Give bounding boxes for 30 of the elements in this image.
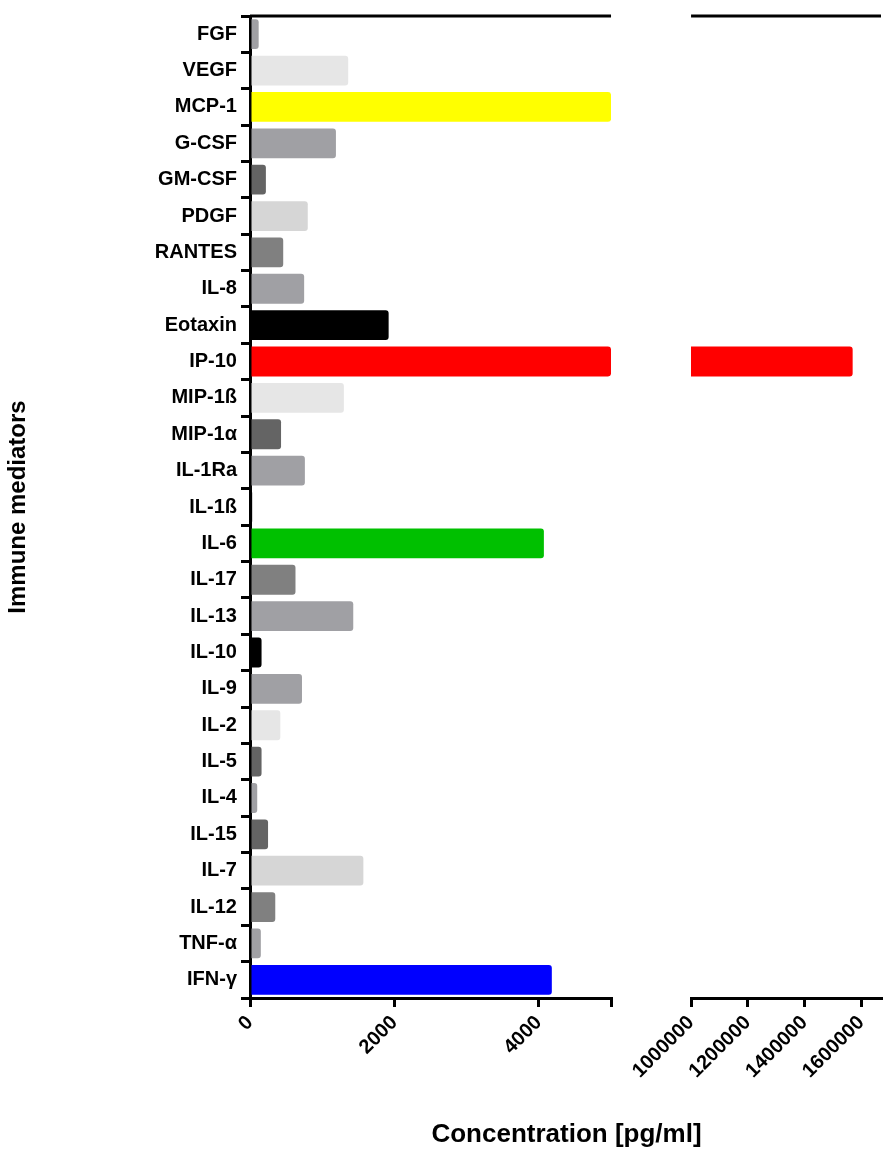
y-tick-label: IL-8: [201, 276, 237, 299]
y-tick-label: IL-4: [201, 785, 238, 808]
y-tick-label: IFN-γ: [187, 967, 238, 990]
y-tick-label: IL-7: [201, 858, 237, 881]
y-tick-label: G-CSF: [174, 130, 237, 153]
y-tick-label: MIP-1ß: [171, 385, 237, 408]
y-tick-label: IL-5: [201, 749, 237, 772]
y-tick-label: IL-12: [190, 894, 237, 917]
y-tick-label: VEGF: [182, 58, 237, 81]
y-tick-label: FGF: [197, 21, 237, 44]
x-tick-label: 0: [233, 1010, 257, 1035]
y-tick-label: IL-15: [190, 821, 237, 844]
y-tick-label: IL-6: [201, 530, 237, 553]
y-tick-label: MIP-1α: [171, 421, 238, 444]
y-tick-label: IP-10: [189, 349, 237, 372]
x-axis-title: Concentration [pg/ml]: [430, 1118, 703, 1149]
y-tick-label: IL-9: [201, 676, 237, 699]
y-tick-label: GM-CSF: [158, 167, 237, 190]
y-tick-label: TNF-α: [179, 930, 238, 953]
y-tick-label: MCP-1: [174, 94, 237, 117]
y-tick-label: IL-1Ra: [175, 458, 238, 481]
y-tick-label: IL-2: [201, 712, 237, 735]
y-axis-title: Immune mediators: [3, 400, 31, 614]
y-tick-label: Eotaxin: [164, 312, 237, 335]
y-tick-label: IL-17: [190, 567, 237, 590]
y-tick-label: PDGF: [181, 203, 237, 226]
y-tick-label: RANTES: [154, 239, 237, 262]
y-tick-label: IL-13: [190, 603, 237, 626]
y-tick-label: IL-1ß: [189, 494, 237, 517]
y-tick-label: IL-10: [190, 640, 237, 662]
